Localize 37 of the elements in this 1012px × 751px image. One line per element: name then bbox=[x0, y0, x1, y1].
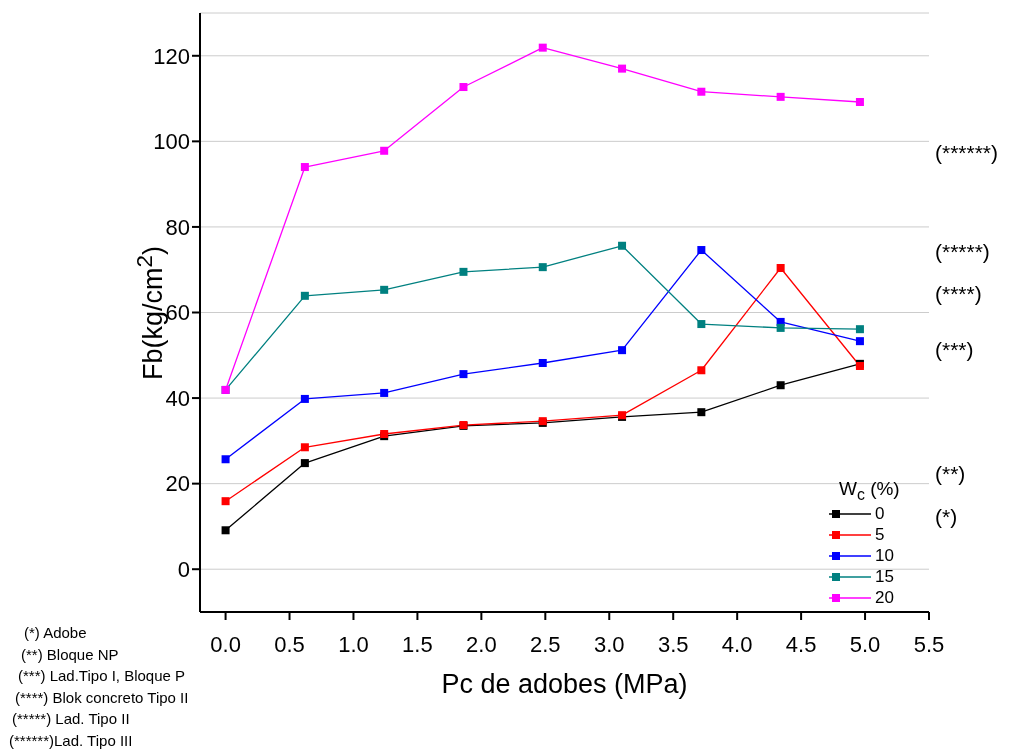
text: (*****) Lad. Tipo II bbox=[12, 710, 130, 727]
text: (**) Bloque NP bbox=[21, 645, 119, 663]
y-tick-label: 120 bbox=[153, 43, 190, 69]
x-tick-label: 0.0 bbox=[210, 631, 241, 657]
legend-label: 5 bbox=[875, 525, 885, 546]
x-tick-label: 0.5 bbox=[274, 631, 305, 657]
legend-label: 20 bbox=[875, 588, 894, 609]
x-tick-label: 2.5 bbox=[530, 631, 561, 657]
legend-label: 0 bbox=[875, 504, 885, 525]
text: (******)Lad. Tipo III bbox=[9, 731, 133, 749]
x-tick-label: 5.0 bbox=[849, 631, 881, 657]
x-tick-label: 2.0 bbox=[466, 631, 497, 657]
y-tick-label: 40 bbox=[165, 385, 190, 411]
x-tick-label: 4.0 bbox=[721, 631, 753, 657]
x-tick-label: 1.5 bbox=[402, 631, 433, 657]
legend-label: 15 bbox=[875, 567, 894, 588]
x-tick-label: 3.5 bbox=[657, 631, 689, 657]
text: (***) Lad.Tipo I, Bloque P bbox=[18, 667, 186, 684]
text: (*) bbox=[935, 504, 958, 529]
y-tick-label: 80 bbox=[165, 214, 190, 240]
x-tick-label: 3.0 bbox=[593, 631, 625, 657]
text: (**) bbox=[935, 462, 966, 487]
text: (*) Adobe bbox=[24, 624, 87, 641]
text: (****) bbox=[935, 282, 982, 307]
y-tick-label: 0 bbox=[177, 557, 190, 583]
text: (***) bbox=[935, 338, 974, 362]
legend-title: W$_{c}$ (%) bbox=[838, 478, 900, 504]
x-tick-label: 1.0 bbox=[338, 631, 369, 657]
y-tick-label: 20 bbox=[165, 471, 190, 497]
y-tick-label: 100 bbox=[153, 129, 190, 155]
x-tick-label: 4.5 bbox=[785, 631, 817, 657]
x-axis-title: Pc de adobes (MPa) bbox=[441, 669, 688, 700]
text: (*****) bbox=[935, 239, 990, 264]
x-tick-label: 5.5 bbox=[913, 631, 945, 657]
legend-label: 10 bbox=[875, 546, 894, 567]
text: (******) bbox=[935, 141, 999, 166]
text: (****) Blok concreto Tipo II bbox=[15, 688, 189, 706]
